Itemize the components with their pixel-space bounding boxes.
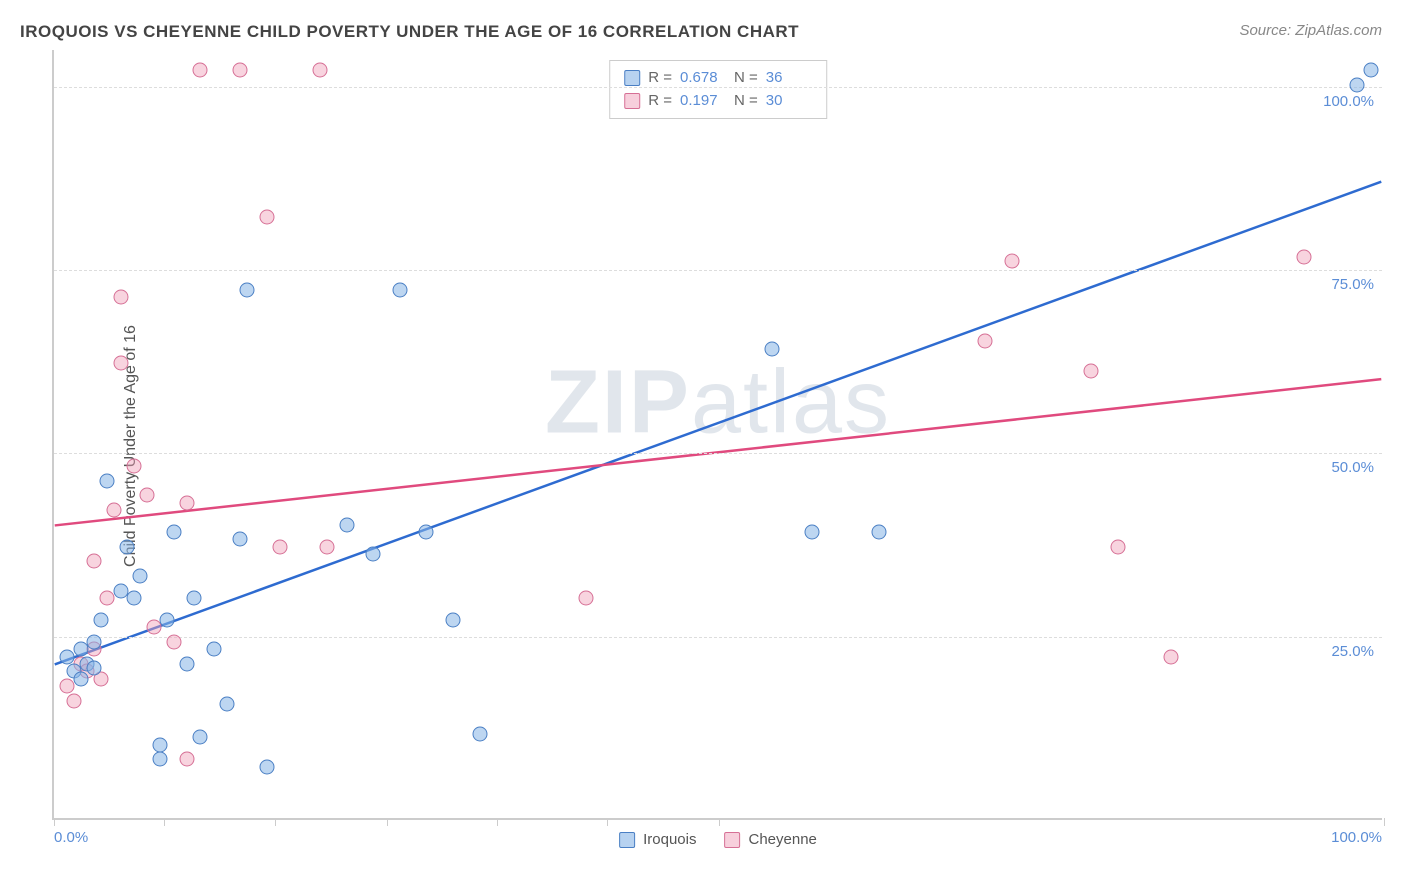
iroquois-point bbox=[339, 517, 354, 532]
cheyenne-point bbox=[1164, 649, 1179, 664]
iroquois-point bbox=[1363, 63, 1378, 78]
cheyenne-n-value: 30 bbox=[766, 90, 812, 113]
regression-lines bbox=[54, 50, 1382, 818]
gridline bbox=[54, 270, 1382, 271]
gridline bbox=[54, 87, 1382, 88]
cheyenne-point bbox=[233, 63, 248, 78]
y-tick-label: 100.0% bbox=[1323, 93, 1374, 110]
gridline bbox=[54, 637, 1382, 638]
iroquois-point bbox=[73, 671, 88, 686]
cheyenne-point bbox=[166, 635, 181, 650]
correlation-legend: R = 0.678 N = 36 R = 0.197 N = 30 bbox=[609, 60, 827, 119]
x-tick bbox=[387, 818, 388, 826]
cheyenne-point bbox=[313, 63, 328, 78]
cheyenne-point bbox=[978, 334, 993, 349]
cheyenne-point bbox=[193, 63, 208, 78]
iroquois-point bbox=[133, 569, 148, 584]
iroquois-point bbox=[86, 660, 101, 675]
r-label: R = bbox=[648, 90, 672, 113]
iroquois-swatch-icon bbox=[619, 832, 635, 848]
iroquois-swatch-icon bbox=[624, 70, 640, 86]
chart-title: IROQUOIS VS CHEYENNE CHILD POVERTY UNDER… bbox=[20, 22, 799, 42]
cheyenne-point bbox=[259, 209, 274, 224]
iroquois-point bbox=[193, 730, 208, 745]
cheyenne-point bbox=[126, 459, 141, 474]
iroquois-point bbox=[765, 341, 780, 356]
cheyenne-point bbox=[66, 693, 81, 708]
cheyenne-point bbox=[1004, 253, 1019, 268]
cheyenne-legend-item: Cheyenne bbox=[724, 831, 816, 848]
iroquois-point bbox=[166, 525, 181, 540]
x-tick bbox=[164, 818, 165, 826]
iroquois-legend-item: Iroquois bbox=[619, 831, 696, 848]
iroquois-point bbox=[366, 547, 381, 562]
watermark-bold: ZIP bbox=[545, 353, 691, 453]
iroquois-point bbox=[186, 591, 201, 606]
cheyenne-r-value: 0.197 bbox=[680, 90, 726, 113]
cheyenne-stats-row: R = 0.197 N = 30 bbox=[624, 90, 812, 113]
iroquois-legend-label: Iroquois bbox=[643, 831, 696, 848]
cheyenne-point bbox=[140, 488, 155, 503]
iroquois-point bbox=[160, 613, 175, 628]
cheyenne-point bbox=[1084, 363, 1099, 378]
cheyenne-point bbox=[113, 290, 128, 305]
cheyenne-point bbox=[180, 495, 195, 510]
iroquois-point bbox=[93, 613, 108, 628]
cheyenne-point bbox=[273, 539, 288, 554]
x-axis-max-label: 100.0% bbox=[1331, 829, 1382, 846]
cheyenne-point bbox=[1111, 539, 1126, 554]
cheyenne-point bbox=[106, 503, 121, 518]
iroquois-point bbox=[446, 613, 461, 628]
cheyenne-point bbox=[579, 591, 594, 606]
iroquois-point bbox=[206, 642, 221, 657]
cheyenne-swatch-icon bbox=[624, 93, 640, 109]
x-tick bbox=[1384, 818, 1385, 826]
cheyenne-point bbox=[319, 539, 334, 554]
iroquois-point bbox=[153, 752, 168, 767]
iroquois-point bbox=[871, 525, 886, 540]
iroquois-point bbox=[153, 737, 168, 752]
y-tick-label: 75.0% bbox=[1331, 276, 1374, 293]
cheyenne-point bbox=[1297, 250, 1312, 265]
chart-container: IROQUOIS VS CHEYENNE CHILD POVERTY UNDER… bbox=[0, 0, 1406, 892]
x-tick bbox=[607, 818, 608, 826]
iroquois-point bbox=[126, 591, 141, 606]
cheyenne-point bbox=[113, 356, 128, 371]
n-label: N = bbox=[734, 90, 758, 113]
iroquois-point bbox=[233, 532, 248, 547]
iroquois-point bbox=[219, 697, 234, 712]
x-tick bbox=[497, 818, 498, 826]
iroquois-point bbox=[472, 726, 487, 741]
iroquois-point bbox=[259, 759, 274, 774]
x-tick bbox=[54, 818, 55, 826]
cheyenne-point bbox=[86, 554, 101, 569]
iroquois-point bbox=[100, 473, 115, 488]
iroquois-regression-line bbox=[55, 182, 1382, 665]
watermark-light: atlas bbox=[691, 353, 891, 453]
plot-area: ZIPatlas R = 0.678 N = 36 R = 0.197 N = … bbox=[52, 50, 1382, 820]
y-tick-label: 25.0% bbox=[1331, 643, 1374, 660]
x-axis-min-label: 0.0% bbox=[54, 829, 88, 846]
iroquois-point bbox=[805, 525, 820, 540]
cheyenne-point bbox=[180, 752, 195, 767]
iroquois-point bbox=[239, 283, 254, 298]
iroquois-point bbox=[86, 635, 101, 650]
iroquois-point bbox=[120, 539, 135, 554]
cheyenne-swatch-icon bbox=[724, 832, 740, 848]
source-attribution: Source: ZipAtlas.com bbox=[1239, 22, 1382, 39]
gridline bbox=[54, 453, 1382, 454]
watermark: ZIPatlas bbox=[545, 352, 891, 455]
y-tick-label: 50.0% bbox=[1331, 459, 1374, 476]
x-tick bbox=[719, 818, 720, 826]
cheyenne-regression-line bbox=[55, 379, 1382, 525]
iroquois-point bbox=[1350, 77, 1365, 92]
iroquois-point bbox=[392, 283, 407, 298]
iroquois-point bbox=[419, 525, 434, 540]
cheyenne-legend-label: Cheyenne bbox=[748, 831, 816, 848]
series-legend: Iroquois Cheyenne bbox=[619, 831, 817, 848]
iroquois-point bbox=[180, 657, 195, 672]
x-tick bbox=[275, 818, 276, 826]
